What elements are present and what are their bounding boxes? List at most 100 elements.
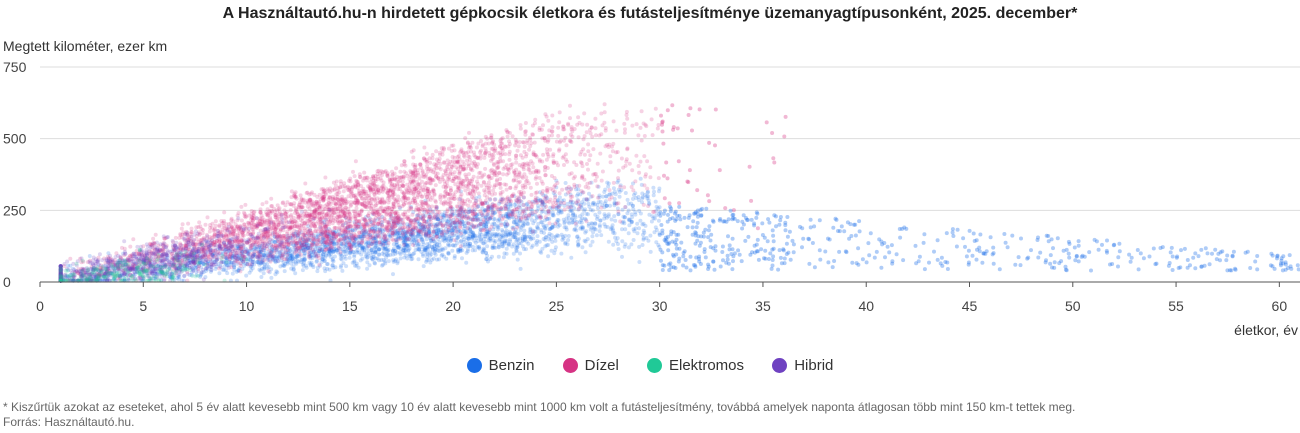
data-point bbox=[524, 216, 529, 221]
data-point bbox=[1193, 266, 1198, 271]
data-point bbox=[470, 248, 475, 253]
data-point bbox=[379, 205, 384, 210]
data-point bbox=[1233, 266, 1237, 271]
data-point bbox=[401, 248, 405, 253]
data-point bbox=[76, 269, 81, 274]
data-point bbox=[116, 265, 120, 270]
data-point bbox=[467, 231, 472, 236]
data-point bbox=[1046, 234, 1051, 238]
data-point bbox=[254, 236, 258, 241]
data-point bbox=[988, 235, 993, 240]
data-point bbox=[971, 231, 976, 236]
data-point bbox=[447, 243, 452, 248]
data-point bbox=[354, 206, 359, 211]
data-point bbox=[279, 249, 284, 254]
data-point bbox=[306, 245, 311, 250]
data-point bbox=[467, 236, 471, 241]
data-point bbox=[1191, 255, 1196, 260]
data-point bbox=[654, 228, 659, 232]
data-point bbox=[300, 236, 305, 241]
data-point bbox=[527, 147, 532, 152]
data-point bbox=[557, 223, 562, 228]
data-point bbox=[522, 235, 527, 239]
data-point bbox=[599, 111, 604, 116]
data-point bbox=[612, 214, 617, 219]
data-point bbox=[732, 216, 737, 221]
data-point bbox=[706, 267, 711, 271]
data-point bbox=[766, 257, 771, 261]
data-point bbox=[1278, 261, 1283, 266]
data-point bbox=[1110, 262, 1115, 266]
data-point bbox=[718, 264, 723, 269]
data-point bbox=[791, 250, 796, 255]
data-point bbox=[329, 251, 334, 256]
data-point bbox=[460, 256, 464, 261]
data-point bbox=[325, 262, 330, 267]
data-point bbox=[754, 215, 759, 220]
data-points bbox=[58, 102, 1300, 283]
data-point bbox=[1046, 239, 1051, 244]
data-point bbox=[629, 185, 634, 189]
data-point bbox=[516, 213, 521, 218]
data-point bbox=[631, 196, 635, 201]
data-point bbox=[357, 221, 362, 226]
data-point bbox=[1199, 247, 1204, 252]
data-point bbox=[584, 130, 589, 135]
data-point bbox=[964, 254, 969, 259]
data-point bbox=[623, 191, 628, 195]
data-point bbox=[1048, 261, 1053, 266]
data-point bbox=[703, 255, 708, 260]
data-point bbox=[488, 197, 493, 202]
data-point bbox=[633, 210, 638, 215]
data-point bbox=[330, 263, 335, 268]
data-point bbox=[460, 248, 465, 253]
data-point bbox=[812, 265, 817, 270]
data-point bbox=[901, 258, 906, 263]
data-point bbox=[1105, 238, 1109, 243]
data-point bbox=[432, 247, 437, 252]
data-point bbox=[606, 239, 611, 244]
data-point bbox=[706, 235, 711, 240]
data-point bbox=[516, 200, 521, 205]
data-point bbox=[1074, 254, 1079, 259]
data-point bbox=[593, 227, 598, 232]
data-point bbox=[353, 237, 358, 242]
data-point bbox=[691, 263, 696, 267]
data-point bbox=[262, 246, 267, 250]
data-point bbox=[463, 172, 468, 177]
data-point bbox=[225, 271, 230, 276]
data-point bbox=[631, 188, 636, 193]
data-point bbox=[782, 261, 787, 266]
data-point bbox=[660, 250, 665, 255]
data-point bbox=[1203, 246, 1208, 251]
data-point bbox=[549, 233, 554, 238]
data-point bbox=[547, 216, 552, 221]
data-point bbox=[399, 233, 404, 238]
data-point bbox=[770, 258, 775, 262]
data-point bbox=[406, 248, 411, 252]
data-point bbox=[196, 254, 201, 259]
data-point bbox=[916, 259, 921, 264]
data-point bbox=[648, 249, 653, 254]
data-point bbox=[1168, 250, 1173, 255]
data-point bbox=[298, 193, 303, 198]
data-point bbox=[368, 233, 373, 238]
data-point bbox=[668, 261, 673, 266]
data-point bbox=[1055, 236, 1060, 241]
data-point bbox=[395, 242, 400, 247]
data-point bbox=[384, 252, 389, 257]
data-point bbox=[723, 206, 728, 211]
data-point bbox=[537, 176, 542, 180]
data-point bbox=[539, 203, 544, 208]
data-point bbox=[666, 212, 670, 217]
data-point bbox=[818, 257, 823, 262]
data-point bbox=[526, 215, 531, 220]
data-point bbox=[612, 203, 617, 208]
data-point bbox=[512, 194, 517, 199]
data-point bbox=[1231, 249, 1236, 254]
data-point bbox=[463, 244, 467, 249]
data-point bbox=[879, 239, 884, 244]
data-point bbox=[365, 222, 370, 227]
data-point bbox=[492, 240, 497, 245]
